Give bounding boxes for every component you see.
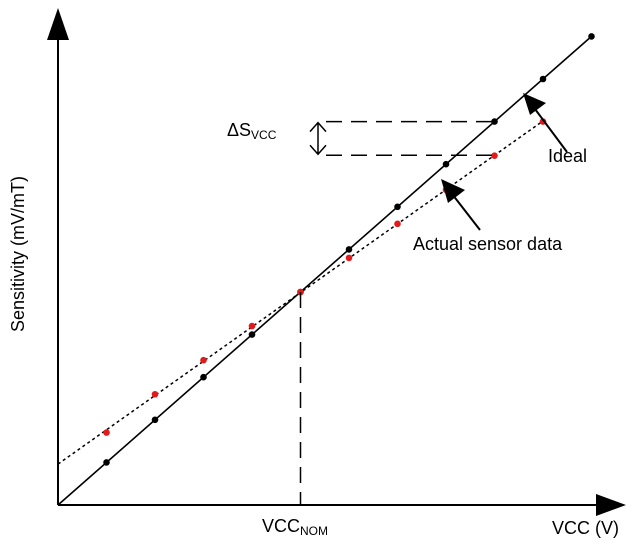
delta-s-indicator (309, 120, 495, 157)
actual-sensor-data-point-5 (345, 254, 353, 262)
actual-sensor-data-point-3 (248, 322, 256, 330)
vcc-nom-label-subscript: NOM (300, 524, 328, 538)
axes (47, 8, 626, 516)
x-axis-arrowhead (596, 494, 626, 516)
ideal-line (57, 35, 593, 506)
actual-pointer-arrowhead (441, 179, 465, 203)
actual-sensor-data-point-8 (491, 152, 498, 159)
y-axis-label: Sensitivity (mV/mT) (8, 176, 28, 332)
delta-s-label-prefix: ΔS (227, 120, 251, 140)
ideal-point-5 (345, 246, 353, 253)
actual-sensor-data-point-1 (151, 390, 159, 398)
annotation-arrows (441, 93, 568, 231)
ideal-point-10 (588, 33, 595, 40)
ideal-pointer-shaft (531, 104, 568, 153)
delta-s-label: ΔSVCC (227, 120, 277, 142)
ideal-label: Ideal (548, 146, 587, 166)
ideal-point-2 (200, 373, 207, 381)
ideal-point-9 (539, 75, 547, 83)
ideal-pointer-arrowhead (523, 93, 546, 115)
ideal-point-3 (248, 331, 256, 338)
x-axis-label: VCC (V) (552, 518, 619, 538)
series-layer (57, 33, 595, 506)
actual-sensor-data-point-6 (394, 220, 401, 228)
actual-sensor-label: Actual sensor data (413, 234, 563, 254)
ideal-point-0 (103, 459, 110, 466)
vcc-nom-label-base: VCC (262, 516, 300, 536)
delta-double-arrow-icon (309, 121, 327, 156)
ideal-point-1 (151, 416, 159, 424)
y-axis-arrowhead (47, 8, 69, 40)
ideal-point-7 (442, 160, 450, 168)
actual-sensor-data-point-2 (200, 356, 207, 364)
delta-s-label-subscript: VCC (251, 128, 277, 142)
vcc-nom-label: VCCNOM (262, 516, 328, 538)
ideal-point-8 (491, 118, 498, 125)
ideal-point-6 (394, 203, 401, 211)
actual-sensor-data-point-0 (103, 429, 110, 436)
